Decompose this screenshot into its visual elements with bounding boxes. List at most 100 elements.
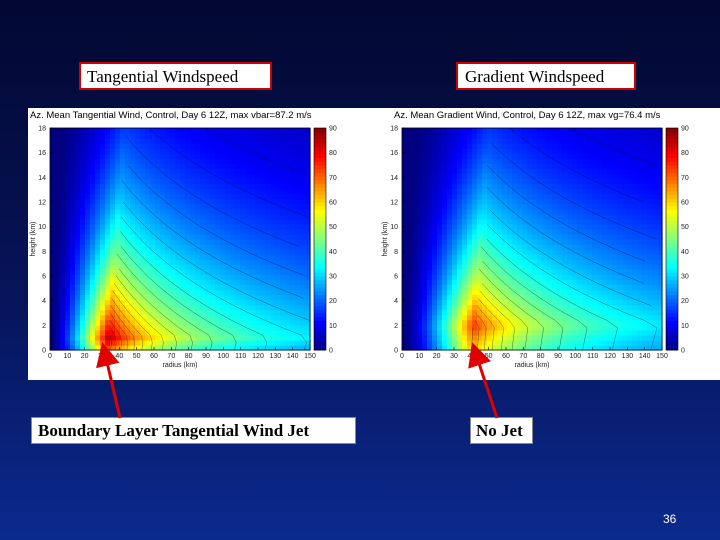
heatmap-cell — [260, 213, 266, 220]
heatmap-cell — [235, 168, 241, 175]
heatmap-cell — [175, 213, 181, 220]
heatmap-cell — [412, 244, 418, 250]
heatmap-cell — [275, 128, 281, 134]
heatmap-cell — [260, 138, 266, 144]
heatmap-cell — [442, 198, 448, 205]
heatmap-cell — [135, 198, 141, 205]
heatmap-cell — [582, 329, 588, 336]
heatmap-cell — [295, 228, 301, 235]
heatmap-cell — [295, 304, 301, 311]
heatmap-cell — [602, 274, 608, 280]
heatmap-cell — [235, 203, 241, 210]
heatmap-cell — [582, 279, 588, 286]
heatmap-cell — [532, 143, 538, 149]
heatmap-cell — [295, 213, 301, 220]
colorbar-segment — [314, 194, 326, 199]
heatmap-cell — [487, 314, 493, 321]
heatmap-cell — [95, 254, 101, 260]
heatmap-cell — [512, 344, 518, 351]
heatmap-cell — [80, 138, 86, 144]
heatmap-cell — [517, 218, 523, 225]
heatmap-cell — [190, 279, 196, 286]
heatmap-cell — [467, 128, 473, 134]
heatmap-cell — [537, 244, 543, 250]
heatmap-cell — [165, 344, 171, 351]
heatmap-cell — [245, 138, 251, 144]
heatmap-cell — [140, 143, 146, 149]
heatmap-cell — [492, 193, 498, 200]
heatmap-cell — [477, 228, 483, 235]
heatmap-cell — [612, 304, 618, 311]
heatmap-cell — [165, 233, 171, 240]
heatmap-cell — [632, 223, 638, 230]
heatmap-cell — [300, 158, 306, 164]
heatmap-cell — [427, 239, 433, 245]
heatmap-cell — [205, 223, 211, 230]
heatmap-cell — [552, 249, 558, 255]
heatmap-cell — [597, 239, 603, 245]
heatmap-cell — [255, 148, 261, 154]
heatmap-cell — [512, 203, 518, 210]
heatmap-cell — [472, 304, 478, 311]
heatmap-cell — [195, 223, 201, 230]
colorbar-segment — [666, 287, 678, 292]
heatmap-cell — [300, 198, 306, 205]
heatmap-cell — [412, 314, 418, 321]
heatmap-cell — [260, 339, 266, 346]
heatmap-cell — [175, 223, 181, 230]
heatmap-cell — [270, 259, 276, 265]
heatmap-cell — [255, 228, 261, 235]
heatmap-cell — [527, 329, 533, 336]
heatmap-cell — [487, 203, 493, 210]
heatmap-cell — [235, 163, 241, 169]
heatmap-cell — [442, 239, 448, 245]
heatmap-cell — [135, 284, 141, 291]
heatmap-cell — [110, 173, 116, 180]
heatmap-cell — [647, 314, 653, 321]
heatmap-cell — [492, 223, 498, 230]
heatmap-cell — [632, 163, 638, 169]
heatmap-cell — [240, 153, 246, 159]
heatmap-cell — [602, 218, 608, 225]
heatmap-cell — [652, 334, 658, 341]
heatmap-cell — [75, 233, 81, 240]
heatmap-cell — [240, 173, 246, 180]
heatmap-cell — [270, 138, 276, 144]
heatmap-cell — [290, 284, 296, 291]
heatmap-cell — [110, 294, 116, 301]
heatmap-cell — [452, 269, 458, 275]
heatmap-cell — [275, 218, 281, 225]
heatmap-cell — [230, 213, 236, 220]
heatmap-cell — [467, 173, 473, 180]
heatmap-cell — [592, 203, 598, 210]
colorbar-segment — [314, 331, 326, 336]
heatmap-cell — [130, 239, 136, 245]
heatmap-cell — [230, 173, 236, 180]
heatmap-cell — [115, 148, 121, 154]
heatmap-cell — [607, 158, 613, 164]
heatmap-cell — [70, 168, 76, 175]
heatmap-cell — [120, 223, 126, 230]
heatmap-cell — [60, 329, 66, 336]
heatmap-cell — [532, 218, 538, 225]
heatmap-cell — [290, 329, 296, 336]
heatmap-cell — [230, 249, 236, 255]
heatmap-cell — [285, 203, 291, 210]
heatmap-cell — [467, 188, 473, 195]
heatmap-cell — [632, 138, 638, 144]
heatmap-cell — [275, 173, 281, 180]
heatmap-cell — [412, 344, 418, 351]
heatmap-cell — [285, 299, 291, 306]
heatmap-cell — [652, 259, 658, 265]
heatmap-cell — [467, 314, 473, 321]
heatmap-cell — [472, 329, 478, 336]
heatmap-cell — [622, 319, 628, 326]
heatmap-cell — [637, 299, 643, 306]
heatmap-cell — [512, 304, 518, 311]
heatmap-cell — [622, 264, 628, 270]
heatmap-cell — [492, 334, 498, 341]
heatmap-cell — [90, 319, 96, 326]
heatmap-cell — [180, 279, 186, 286]
heatmap-cell — [300, 304, 306, 311]
heatmap-cell — [210, 138, 216, 144]
